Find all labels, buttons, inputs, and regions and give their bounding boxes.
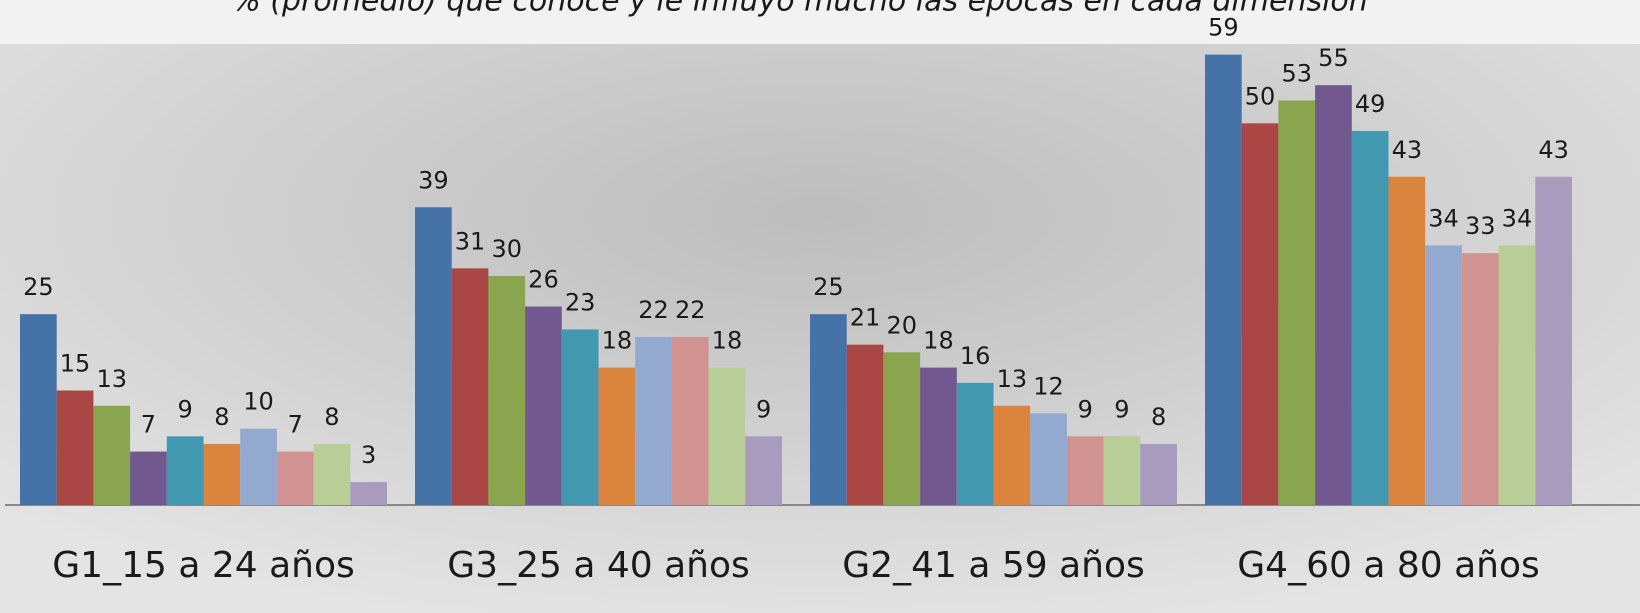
bar — [598, 367, 636, 505]
data-label: 10 — [243, 388, 274, 416]
bar — [240, 428, 277, 505]
data-label: 34 — [1428, 204, 1459, 232]
bar — [276, 451, 314, 505]
bar — [1205, 54, 1242, 506]
bar — [1066, 436, 1104, 505]
x-tick-label: G2_41 a 59 años — [842, 545, 1144, 586]
data-label: 34 — [1502, 204, 1533, 232]
bar — [1388, 176, 1426, 505]
bar — [993, 405, 1031, 505]
data-label: 30 — [491, 235, 522, 263]
data-label: 8 — [214, 403, 229, 431]
bar — [1498, 245, 1536, 505]
bar — [451, 268, 489, 505]
data-label: 39 — [418, 166, 449, 194]
bar — [1425, 245, 1462, 505]
data-label: 7 — [288, 411, 303, 439]
data-label: 7 — [141, 411, 156, 439]
bar — [635, 337, 672, 505]
bar — [415, 207, 452, 506]
bar — [203, 443, 241, 505]
bar — [846, 344, 884, 505]
x-tick-label: G4_60 a 80 años — [1237, 545, 1539, 586]
bar — [1103, 436, 1141, 505]
bar — [1461, 253, 1499, 505]
data-label: 33 — [1465, 212, 1496, 240]
bar — [561, 329, 599, 505]
bar — [1278, 100, 1316, 505]
data-label: 59 — [1208, 14, 1239, 42]
data-label: 23 — [565, 288, 596, 316]
bar — [93, 405, 131, 505]
data-label: 18 — [602, 327, 633, 355]
data-label: 50 — [1245, 82, 1276, 110]
bar — [745, 436, 782, 505]
bar — [313, 443, 351, 505]
data-label: 8 — [1151, 403, 1166, 431]
bar — [708, 367, 746, 505]
bar — [1535, 176, 1572, 505]
bar — [883, 352, 921, 505]
data-label: 43 — [1538, 136, 1569, 164]
data-label: 26 — [528, 266, 559, 294]
chart-title: % (promedio) que conoce y le influyó muc… — [232, 0, 1368, 19]
bar — [350, 482, 387, 505]
data-label: 9 — [1078, 395, 1093, 423]
data-label: 9 — [1114, 395, 1129, 423]
bar — [1241, 123, 1279, 505]
title-band — [0, 0, 1640, 44]
data-label: 31 — [455, 227, 486, 255]
data-label: 12 — [1033, 372, 1064, 400]
bar — [956, 382, 994, 505]
data-label: 21 — [850, 304, 881, 332]
bar — [488, 276, 526, 505]
bar — [166, 436, 204, 505]
bar — [1351, 130, 1389, 505]
data-label: 43 — [1392, 136, 1423, 164]
data-label: 13 — [96, 365, 127, 393]
bar — [525, 306, 562, 505]
data-label: 18 — [712, 327, 743, 355]
data-label: 25 — [813, 273, 844, 301]
bar — [1140, 443, 1177, 505]
bar — [1315, 85, 1352, 506]
data-label: 18 — [923, 327, 954, 355]
data-label: 22 — [675, 296, 706, 324]
x-tick-label: G3_25 a 40 años — [447, 545, 749, 586]
data-label: 25 — [23, 273, 54, 301]
data-label: 13 — [997, 365, 1028, 393]
data-label: 22 — [638, 296, 669, 324]
bar — [1030, 413, 1067, 505]
data-label: 15 — [60, 350, 91, 378]
data-label: 53 — [1281, 59, 1312, 87]
bar — [810, 314, 847, 505]
data-label: 16 — [960, 342, 991, 370]
data-label: 8 — [324, 403, 339, 431]
bar — [920, 367, 957, 505]
data-label: 20 — [886, 311, 917, 339]
data-label: 9 — [756, 395, 771, 423]
data-label: 9 — [178, 395, 193, 423]
data-label: 3 — [361, 441, 376, 469]
bar — [130, 451, 167, 505]
data-label: 49 — [1355, 90, 1386, 118]
bar — [20, 314, 57, 505]
bar — [671, 337, 709, 505]
data-label: 55 — [1318, 44, 1349, 72]
bar — [56, 390, 94, 505]
x-tick-label: G1_15 a 24 años — [52, 545, 354, 586]
